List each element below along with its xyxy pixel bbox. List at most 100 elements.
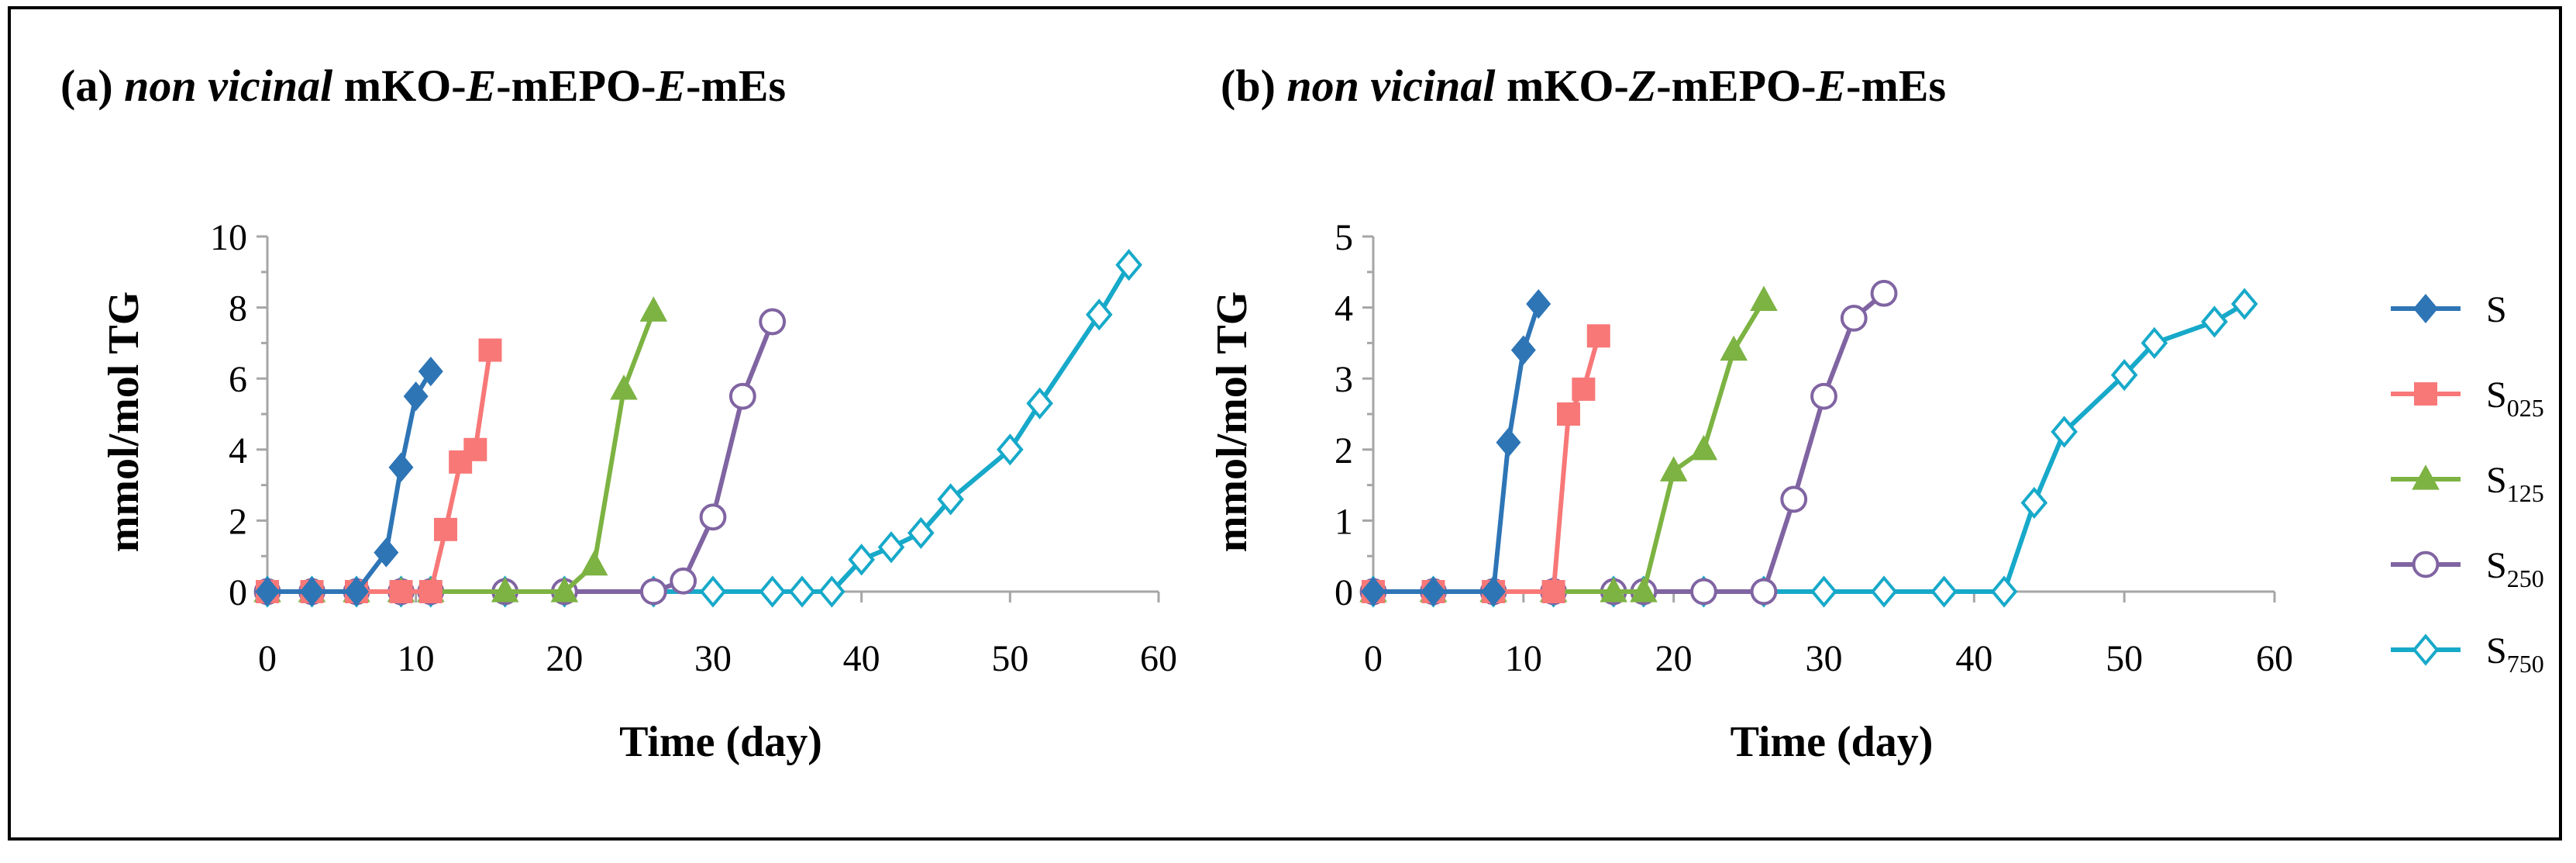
data-point <box>254 576 281 607</box>
y-tick-label: 0 <box>229 572 247 613</box>
x-tick-label: 20 <box>546 638 583 679</box>
x-tick-label: 40 <box>1955 638 1992 679</box>
data-point <box>491 577 519 602</box>
x-tick-label: 40 <box>843 638 880 679</box>
x-tick-label: 30 <box>694 638 732 679</box>
data-point <box>403 381 429 412</box>
legend-marker <box>2412 464 2440 490</box>
data-point <box>449 450 473 474</box>
x-tick-label: 10 <box>1505 638 1542 679</box>
y-tick-label: 5 <box>1334 217 1353 258</box>
x-tick-label: 60 <box>2256 638 2293 679</box>
data-point <box>343 576 370 607</box>
y-tick-label: 2 <box>229 501 247 542</box>
data-point <box>478 338 502 362</box>
data-point <box>1526 288 1551 319</box>
chart-title-part: non vicinal <box>124 60 333 111</box>
data-point <box>1689 434 1718 461</box>
data-point <box>848 544 875 576</box>
chart-title-part: non vicinal <box>1286 60 1496 111</box>
data-point <box>299 576 325 607</box>
data-point <box>639 296 668 322</box>
data-point <box>1720 335 1748 361</box>
legend-entry: S025 <box>2391 375 2544 422</box>
x-tick-label: 60 <box>1140 638 1177 679</box>
data-point <box>1115 249 1142 281</box>
x-tick-label: 50 <box>991 638 1028 679</box>
legend-label: S750 <box>2486 630 2544 678</box>
y-tick-label: 0 <box>1334 572 1353 613</box>
data-point <box>1990 575 2018 608</box>
legend-label-base: S <box>2486 375 2507 416</box>
y-axis-label: mmol/mol TG <box>100 292 148 553</box>
series-a-s <box>254 356 443 607</box>
data-point <box>1810 575 1837 608</box>
data-point <box>2020 486 2048 520</box>
legend-label-base: S <box>2486 630 2507 671</box>
y-tick-label: 1 <box>1334 501 1353 542</box>
x-tick-label: 20 <box>1655 638 1693 679</box>
data-point <box>1600 577 1627 602</box>
data-point <box>418 580 443 603</box>
data-point <box>937 483 964 516</box>
series-b-s125 <box>1359 285 1778 602</box>
data-point <box>877 531 905 564</box>
chart-title-part: -mEPO- <box>496 60 656 111</box>
series-line <box>265 369 433 594</box>
data-point <box>2201 306 2228 338</box>
legend-label: S125 <box>2486 460 2544 507</box>
y-tick-label: 3 <box>1334 359 1353 400</box>
data-point <box>728 382 756 410</box>
figure-frame <box>8 6 2562 841</box>
series-b-s <box>1360 288 1551 607</box>
chart-title-part: E <box>466 60 497 111</box>
data-point <box>1586 324 1610 348</box>
data-point <box>1556 402 1580 426</box>
data-point <box>1750 578 1778 606</box>
legend-entry: S125 <box>2391 460 2544 507</box>
data-point <box>818 575 845 608</box>
data-point <box>610 375 638 400</box>
data-point <box>699 503 727 531</box>
chart-title-part: E <box>655 60 686 111</box>
chart-title-part: -mEs <box>1846 60 1946 111</box>
y-tick-label: 4 <box>1334 288 1353 330</box>
legend-entry: S <box>2391 289 2507 330</box>
chart-title-part: Z <box>1628 60 1656 111</box>
series-line <box>265 319 775 594</box>
series-line <box>265 262 1131 594</box>
chart-title-part: (a) <box>60 60 124 111</box>
legend-marker <box>2412 293 2439 324</box>
legend-marker <box>2412 551 2440 578</box>
series-a-s250 <box>253 308 787 606</box>
data-point <box>389 580 413 603</box>
data-point <box>670 567 697 595</box>
data-point <box>1810 382 1837 410</box>
legend-label-sub: 250 <box>2507 564 2544 592</box>
y-tick-label: 8 <box>229 288 247 330</box>
data-point <box>434 517 457 541</box>
legend-label: S <box>2486 289 2507 330</box>
legend-label-base: S <box>2486 545 2507 586</box>
data-point <box>374 537 399 568</box>
chart-title-part: mKO- <box>1496 60 1629 111</box>
data-point <box>2140 326 2168 360</box>
y-tick-label: 4 <box>229 430 247 471</box>
data-point <box>1541 580 1565 603</box>
x-axis-label: Time (day) <box>619 718 822 766</box>
legend-entry: S250 <box>2391 545 2544 592</box>
x-tick-label: 0 <box>258 638 277 679</box>
data-point <box>1481 576 1507 607</box>
series-line <box>1371 333 1601 594</box>
data-point <box>1026 387 1053 419</box>
data-point <box>997 433 1024 466</box>
data-point <box>1930 575 1958 608</box>
data-point <box>2051 416 2078 448</box>
data-point <box>1572 377 1596 401</box>
data-point <box>1659 456 1688 482</box>
x-tick-label: 0 <box>1364 638 1383 679</box>
series-b-s250 <box>1359 279 1898 606</box>
